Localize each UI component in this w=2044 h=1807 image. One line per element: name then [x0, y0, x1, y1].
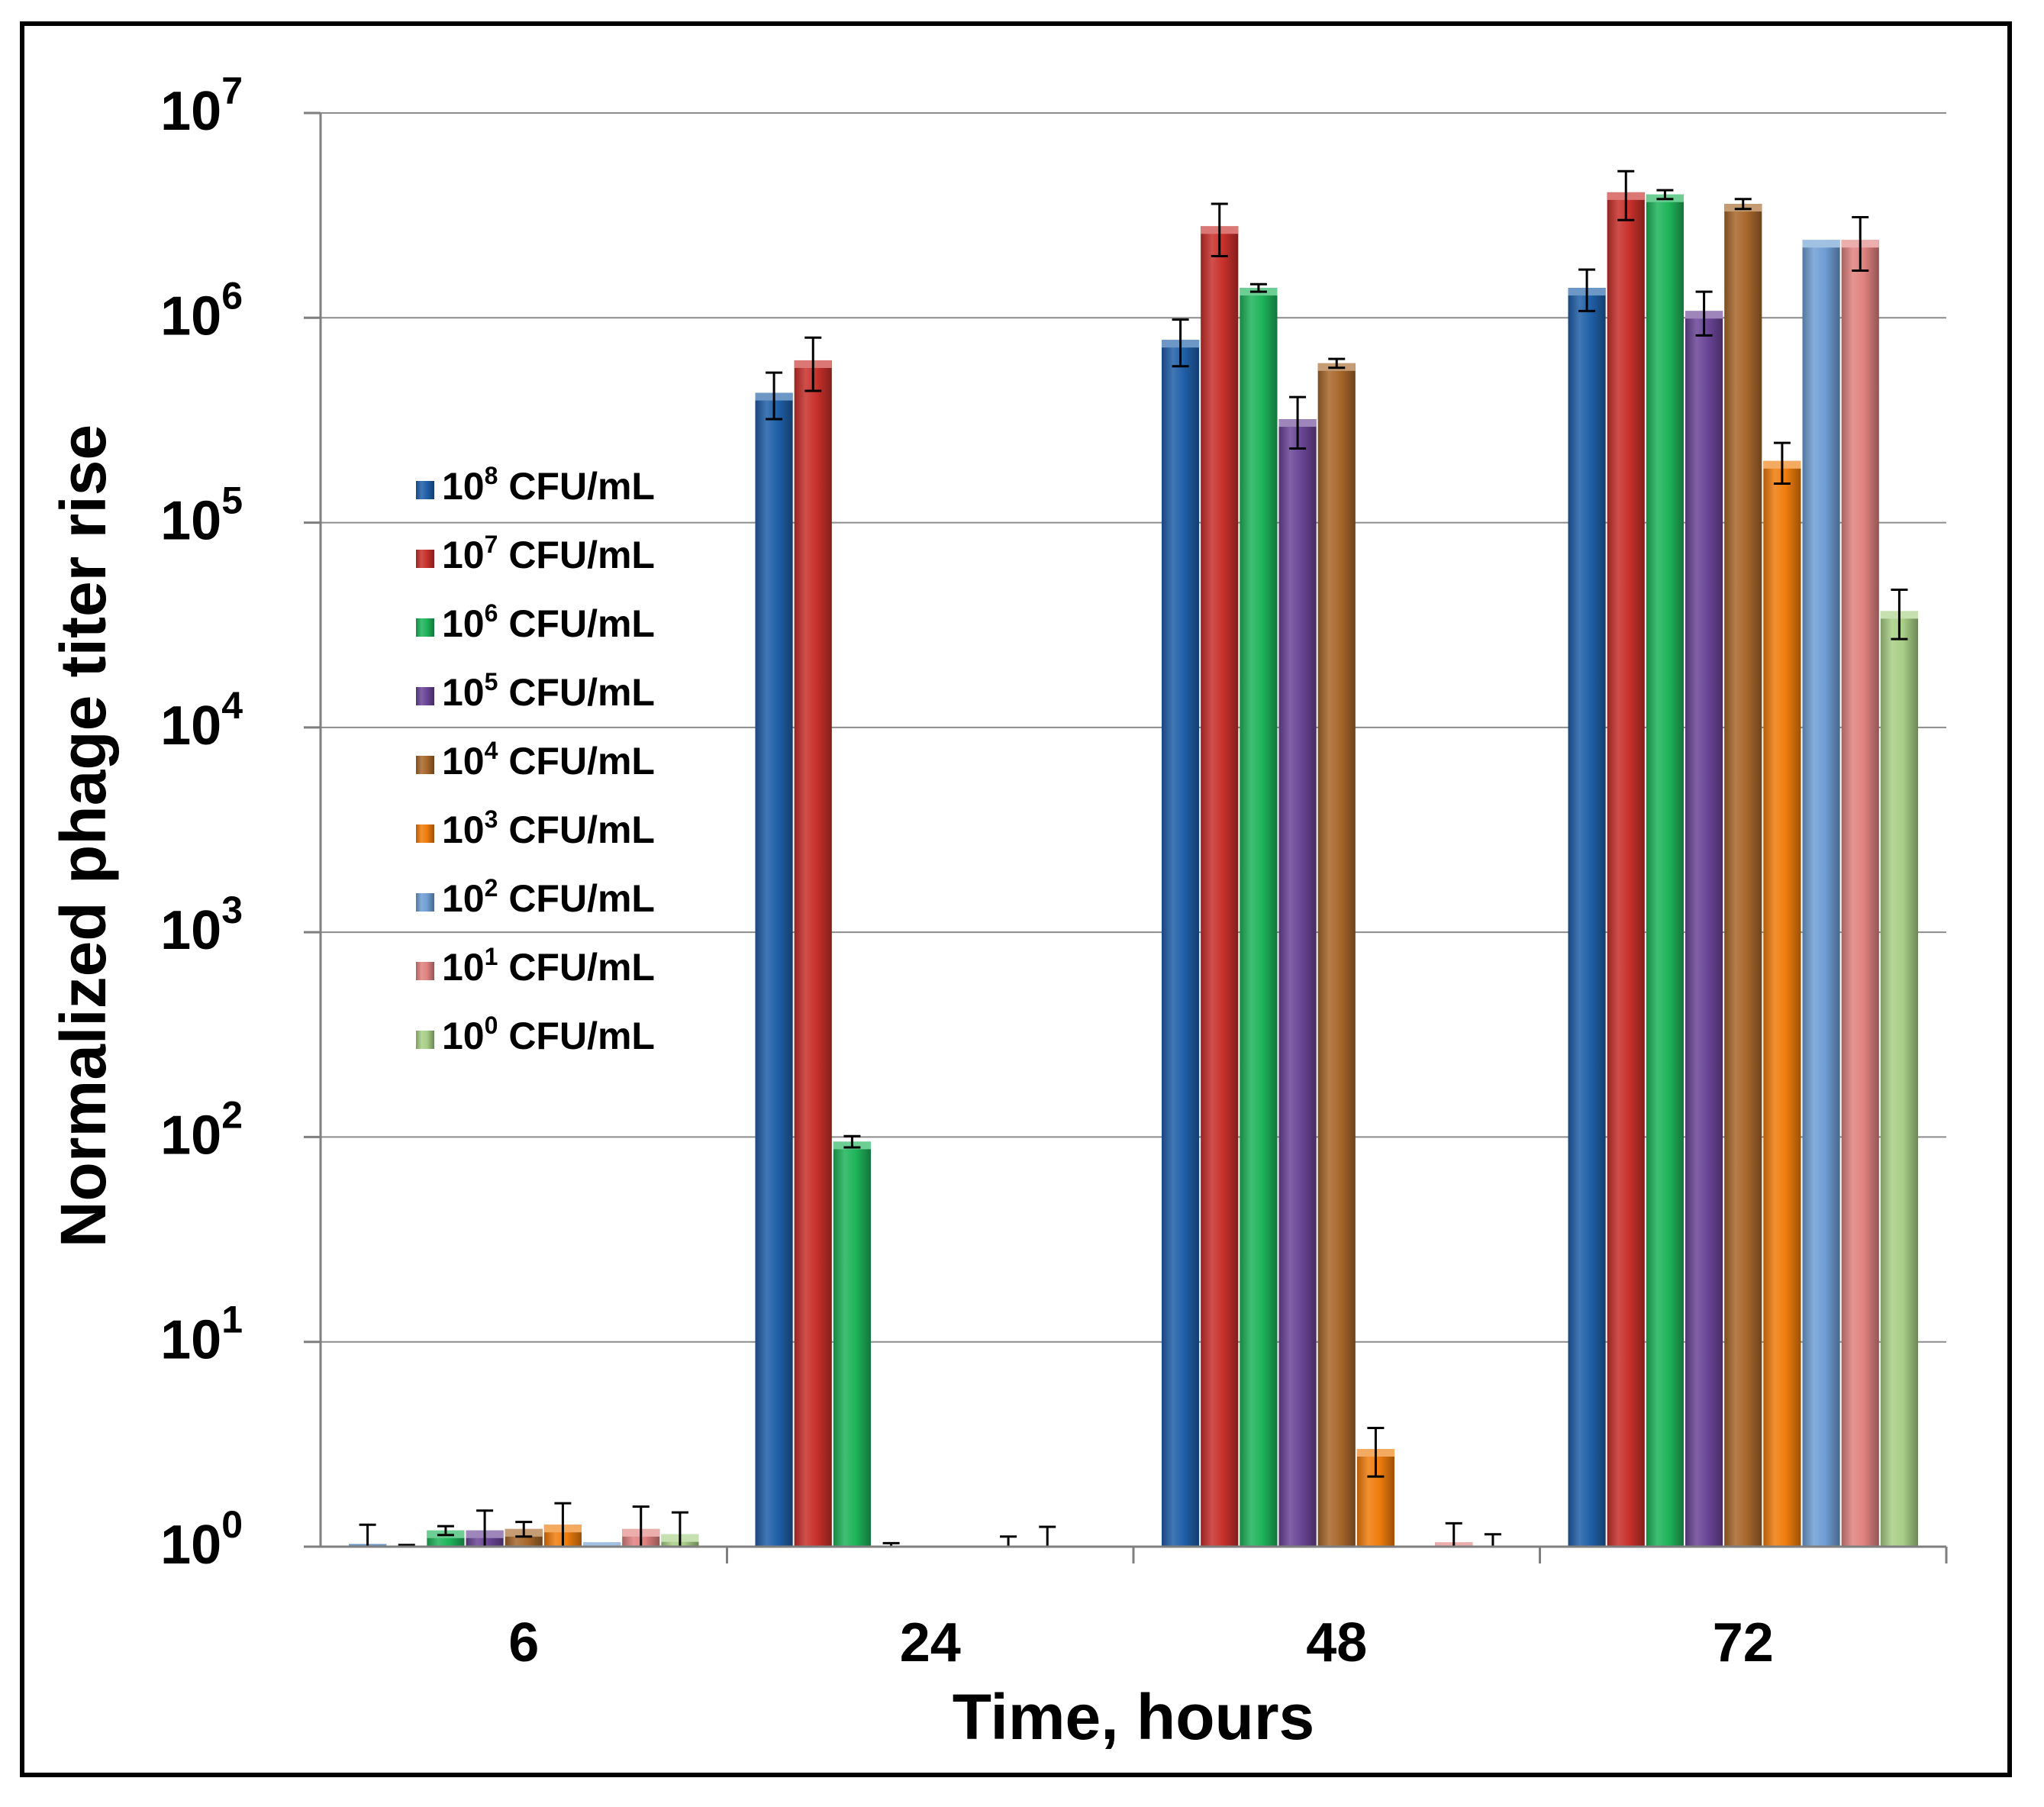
legend-item: 101 CFU/mL	[416, 943, 655, 989]
x-axis-label: Time, hours	[953, 1681, 1315, 1753]
legend-swatch	[416, 962, 434, 980]
error-bars	[359, 169, 1908, 1548]
bar-top	[1802, 240, 1840, 248]
legend-swatch	[416, 550, 434, 568]
y-tick-label: 104	[160, 684, 243, 757]
legend-label: 103 CFU/mL	[442, 805, 655, 851]
legend-swatch	[416, 481, 434, 499]
legend-label: 108 CFU/mL	[442, 462, 655, 508]
legend-item: 102 CFU/mL	[416, 874, 655, 920]
bar	[1841, 240, 1879, 1547]
legend-swatch	[416, 824, 434, 843]
legend-item: 104 CFU/mL	[416, 737, 655, 782]
bar	[1685, 311, 1723, 1547]
x-axis-ticks: 6 24 48 72	[508, 1547, 1948, 1673]
x-tick-label: 48	[1306, 1612, 1367, 1673]
legend-label: 105 CFU/mL	[442, 668, 655, 714]
legend-item: 103 CFU/mL	[416, 805, 655, 851]
legend-label: 104 CFU/mL	[442, 737, 655, 782]
y-tick-label: 102	[160, 1093, 243, 1166]
legend-swatch	[416, 687, 434, 705]
bar	[1724, 204, 1762, 1547]
legend-label: 102 CFU/mL	[442, 874, 655, 920]
bar	[1201, 226, 1239, 1547]
legend: 108 CFU/mL 107 CFU/mL 106 CFU/mL 105 CFU/mL…	[416, 462, 655, 1057]
y-tick-label: 100	[160, 1503, 243, 1576]
y-tick-label: 106	[160, 274, 243, 347]
bar	[833, 1141, 871, 1547]
legend-swatch	[416, 1031, 434, 1049]
y-tick-label: 103	[160, 889, 243, 961]
x-tick-label: 6	[508, 1612, 539, 1673]
legend-item: 105 CFU/mL	[416, 668, 655, 714]
y-tick-label: 105	[160, 479, 243, 552]
x-tick-label: 24	[900, 1612, 961, 1673]
y-tick-label: 107	[160, 69, 243, 142]
legend-label: 100 CFU/mL	[442, 1012, 655, 1057]
legend-item: 108 CFU/mL	[416, 462, 655, 508]
bar	[1763, 460, 1801, 1547]
bar	[1880, 611, 1918, 1547]
y-axis-label: Normalized phage titer rise	[47, 424, 119, 1247]
legend-label: 106 CFU/mL	[442, 599, 655, 645]
bar	[1607, 192, 1645, 1547]
bar	[1162, 340, 1200, 1547]
bar	[755, 392, 793, 1547]
bars	[349, 192, 1918, 1547]
legend-label: 107 CFU/mL	[442, 531, 655, 576]
bar	[1240, 288, 1278, 1547]
bar	[794, 360, 832, 1547]
bar	[1278, 419, 1317, 1547]
bar	[1646, 194, 1684, 1547]
y-axis-ticks: 100 101 102 103 104 105 106 107	[160, 69, 321, 1576]
legend-item: 107 CFU/mL	[416, 531, 655, 576]
legend-item: 106 CFU/mL	[416, 599, 655, 645]
legend-swatch	[416, 893, 434, 912]
bar-top	[583, 1542, 621, 1547]
legend-swatch	[416, 618, 434, 637]
bar	[1317, 363, 1356, 1547]
legend-swatch	[416, 756, 434, 774]
legend-item: 100 CFU/mL	[416, 1012, 655, 1057]
legend-label: 101 CFU/mL	[442, 943, 655, 989]
bar	[1802, 240, 1840, 1547]
y-tick-label: 101	[160, 1299, 243, 1371]
bar	[1568, 288, 1606, 1547]
x-tick-label: 72	[1713, 1612, 1774, 1673]
